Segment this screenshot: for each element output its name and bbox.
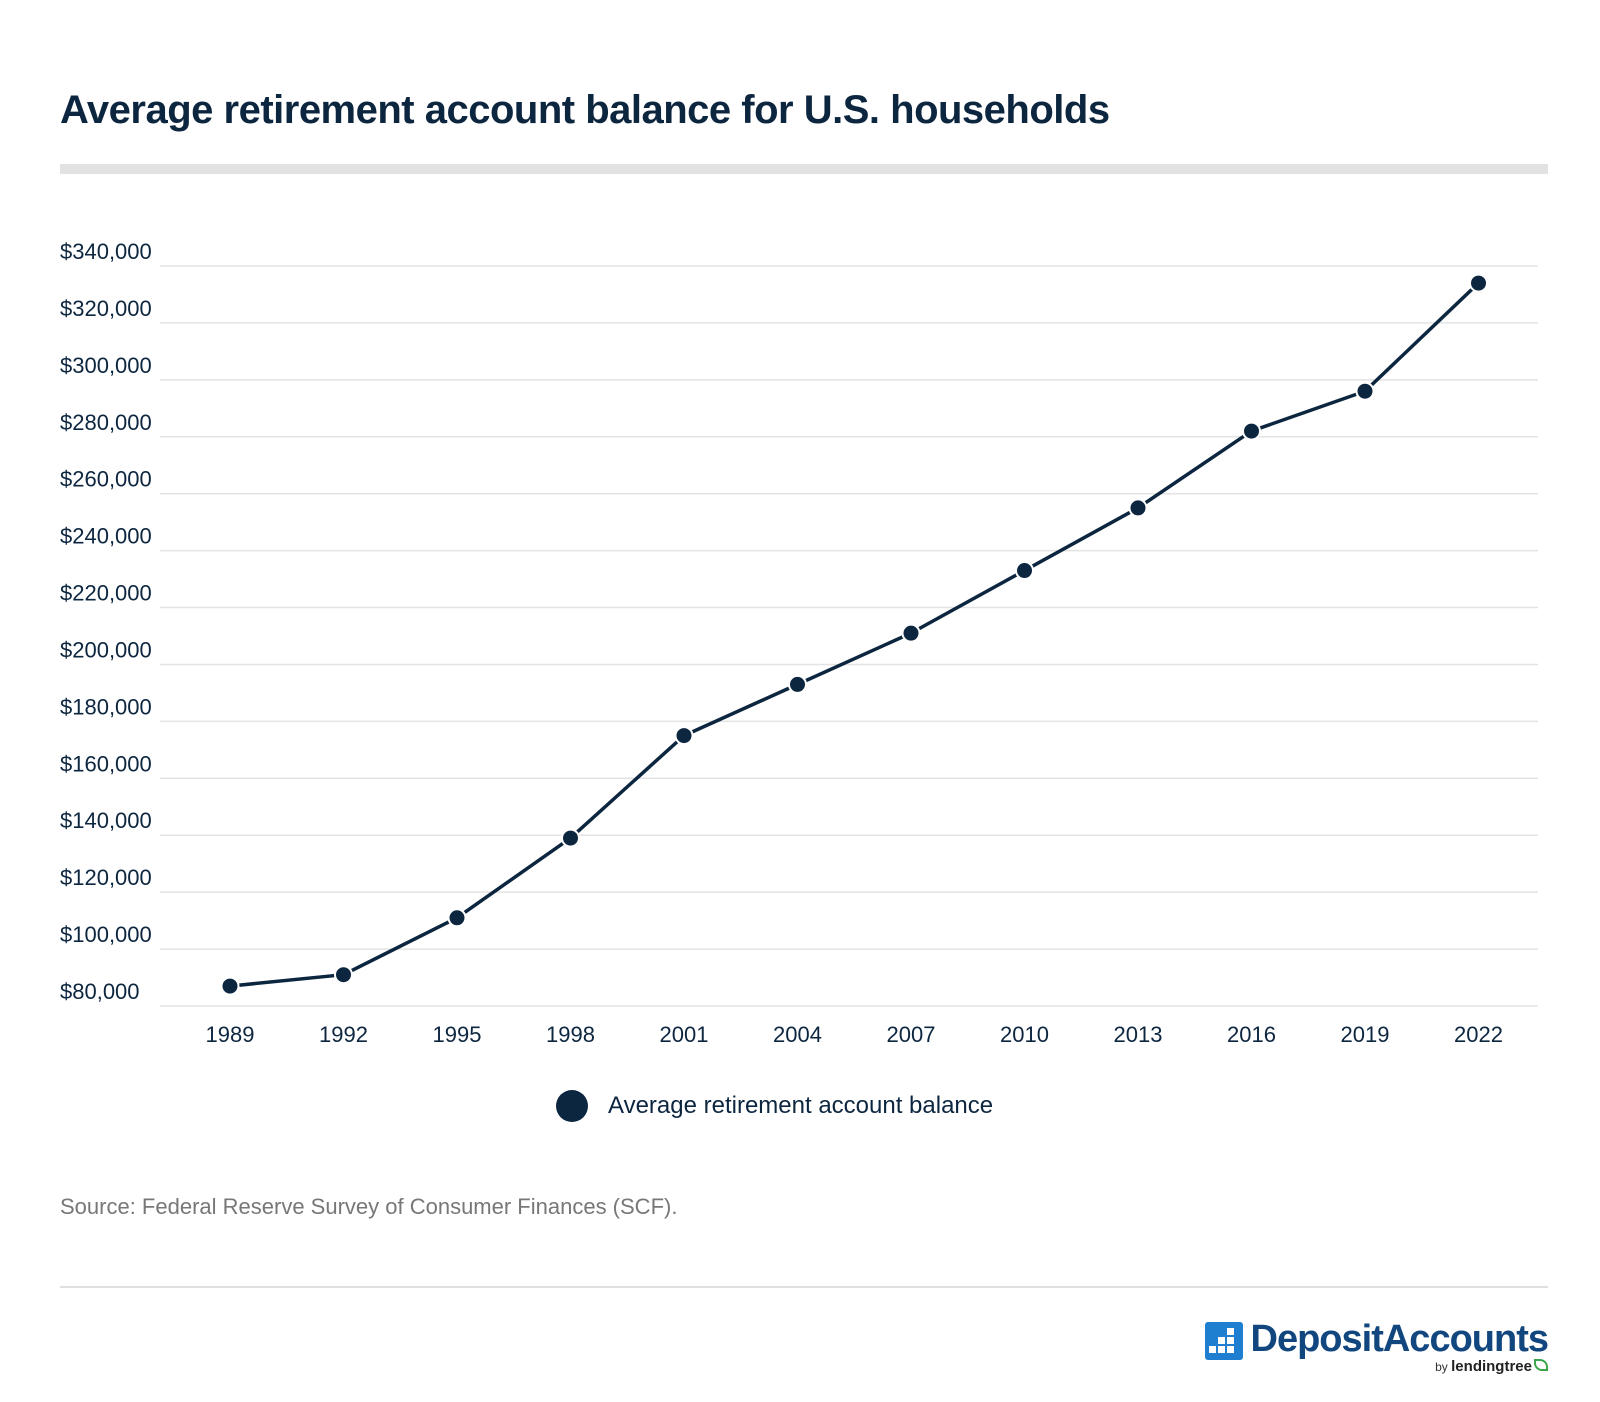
data-point [1242,421,1261,441]
brand-partner: lendingtree [1451,1358,1532,1375]
x-tick-label: 2004 [773,1022,822,1047]
bank-icon [1204,1322,1243,1360]
series-line [229,281,1480,988]
y-tick-label: $240,000 [60,524,152,549]
brand-logo: DepositAccounts by lendingtree [1204,1318,1549,1375]
y-tick-label: $280,000 [60,410,152,435]
title-divider [60,164,1548,174]
brand-by: by [1435,1360,1448,1374]
y-tick-label: $120,000 [60,865,152,890]
x-tick-label: 2013 [1114,1022,1163,1047]
chart-title: Average retirement account balance for U… [60,88,1110,132]
data-point [1355,381,1375,401]
leaf-icon [1534,1359,1548,1371]
y-tick-label: $200,000 [60,637,152,662]
data-point [1015,561,1034,581]
footer-divider [60,1286,1548,1288]
data-point [1128,498,1148,518]
y-tick-label: $340,000 [60,239,152,264]
x-tick-label: 2007 [887,1022,936,1047]
data-point [1469,273,1488,293]
x-tick-label: 2016 [1227,1022,1276,1047]
line-chart: $80,000 $100,000 $120,000 $140,000 $160,000 $… [60,239,1538,1047]
x-tick-label: 1992 [319,1022,368,1047]
gridlines [160,265,1538,1007]
x-tick-label: 1989 [206,1022,255,1047]
data-point [561,828,580,848]
series-average-retirement-balance [220,273,1488,996]
data-point [447,908,467,928]
y-tick-label: $260,000 [60,467,152,492]
legend-label: Average retirement account balance [608,1092,994,1119]
source-note: Source: Federal Reserve Survey of Consum… [60,1194,678,1219]
y-tick-label: $100,000 [60,922,152,947]
x-tick-label: 1998 [546,1022,595,1047]
data-point [220,976,240,996]
y-tick-label: $220,000 [60,581,152,606]
x-tick-label: 2022 [1454,1022,1503,1047]
x-tick-label: 2001 [660,1022,709,1047]
data-point [788,674,807,694]
y-tick-label: $320,000 [60,296,152,321]
y-tick-label: $180,000 [60,694,152,719]
x-tick-label: 1995 [433,1022,482,1047]
brand-name: DepositAccounts [1250,1318,1549,1360]
y-tick-label: $300,000 [60,353,152,378]
x-axis: 1989 1992 1995 1998 2001 2004 2007 2010 2013 2016… [206,1022,1503,1047]
x-tick-label: 2010 [1000,1022,1049,1047]
legend: Average retirement account balance [556,1090,993,1122]
y-tick-label: $140,000 [60,808,152,833]
y-tick-label: $80,000 [60,979,140,1004]
data-point [674,726,694,746]
data-point [901,623,921,643]
x-tick-label: 2019 [1341,1022,1390,1047]
brand-byline: by lendingtree [1435,1358,1548,1375]
y-axis: $80,000 $100,000 $120,000 $140,000 $160,000 $… [60,239,152,1004]
y-tick-label: $160,000 [60,751,152,776]
data-point [334,965,353,985]
legend-marker-icon [556,1090,588,1122]
